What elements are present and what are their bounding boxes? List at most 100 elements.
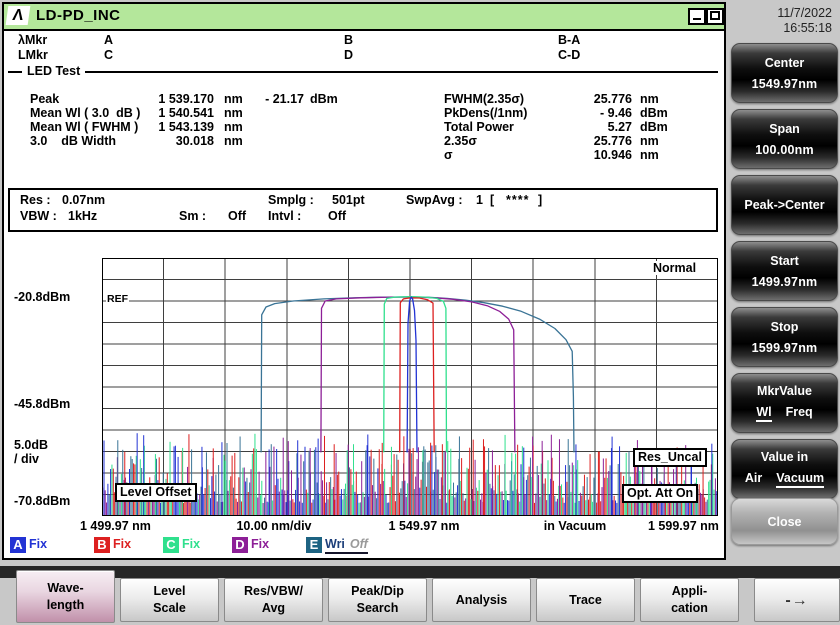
- section-divider: [8, 71, 718, 73]
- trace-a: [406, 296, 418, 453]
- softkey-value: 1499.97nm: [751, 274, 818, 289]
- softkey-peak-to-center[interactable]: Peak->Center: [731, 175, 838, 235]
- y-axis-label: -20.8dBm: [14, 290, 71, 304]
- measurement-value: 1 539.170: [158, 92, 214, 106]
- vbw-label: VBW :: [20, 209, 57, 223]
- measurement-unit: nm: [224, 92, 243, 106]
- trace-b-state: Fix: [113, 537, 132, 551]
- trace-e-off-label: Off: [349, 537, 368, 551]
- maximize-button[interactable]: [706, 8, 724, 25]
- menu-application[interactable]: Appli- cation: [640, 578, 739, 622]
- measurement-unit-2: dBm: [310, 92, 338, 106]
- measurement-row: Peak 1 539.170 nm - 21.17 dBm: [0, 92, 724, 106]
- trace-a-state: Fix: [29, 537, 48, 551]
- menu-analysis[interactable]: Analysis: [432, 578, 531, 622]
- trace-c: [383, 296, 448, 453]
- menu-more-arrow[interactable]: -→: [754, 578, 840, 622]
- softkey-span[interactable]: Span 100.00nm: [731, 109, 838, 169]
- menu-peak-dip-search[interactable]: Peak/Dip Search: [328, 578, 427, 622]
- menu-trace[interactable]: Trace: [536, 578, 635, 622]
- x-axis-div-label: 10.00 nm/div: [236, 519, 312, 533]
- value-in-vacuum-option: Vacuum: [776, 471, 825, 488]
- marker-d-label: D: [344, 48, 354, 62]
- res-label: Res :: [20, 193, 51, 207]
- window-title: LD-PD_INC: [36, 7, 121, 24]
- trace-e-swatch: E: [306, 537, 322, 553]
- trace-d-indicator: D Fix: [232, 537, 269, 554]
- intvl-value: Off: [328, 209, 347, 223]
- menu-label: Appli-: [671, 584, 708, 598]
- measurement-unit: nm: [224, 120, 243, 134]
- measurement-unit: nm: [224, 134, 243, 148]
- menu-label: Search: [356, 601, 399, 615]
- menu-wavelength[interactable]: Wave- length: [16, 570, 115, 623]
- y-axis-scale-label: 5.0dB: [14, 438, 49, 452]
- trace-d: [320, 296, 516, 453]
- title-bar: Λ LD-PD_INC: [4, 4, 724, 31]
- softkey-label: Stop: [770, 319, 799, 334]
- measurement-label: Peak: [30, 92, 60, 106]
- swpavg-bracket-close: ]: [538, 193, 543, 207]
- softkey-start[interactable]: Start 1499.97nm: [731, 241, 838, 301]
- softkey-value-in[interactable]: Value in Air Vacuum: [731, 439, 838, 499]
- sm-label: Sm :: [179, 209, 207, 223]
- softkey-label: Peak->Center: [744, 198, 825, 212]
- marker-ba-label: B-A: [558, 33, 581, 47]
- measurement-unit: nm: [640, 148, 659, 162]
- measurement-value: 30.018: [175, 134, 214, 148]
- measurement-label: Total Power: [444, 120, 514, 134]
- level-offset-badge: Level Offset: [115, 483, 197, 502]
- opt-att-badge: Opt. Att On: [622, 484, 699, 503]
- swpavg-bracket-open: [: [490, 193, 495, 207]
- marker-a-label: A: [104, 33, 114, 47]
- softkey-value: 1599.97nm: [751, 340, 818, 355]
- spectrum-plot: [102, 258, 718, 516]
- softkey-close[interactable]: Close: [731, 498, 838, 545]
- measurement-unit: dBm: [640, 106, 668, 120]
- softkey-stop[interactable]: Stop 1599.97nm: [731, 307, 838, 367]
- measurement-row: FWHM(2.35σ) 25.776 nm: [0, 92, 724, 106]
- softkey-value: 100.00nm: [755, 142, 814, 157]
- menu-label: Scale: [153, 601, 186, 615]
- measurement-value: 10.946: [593, 148, 632, 162]
- vbw-value: 1kHz: [68, 209, 98, 223]
- softkey-label: Center: [764, 55, 805, 70]
- l-marker-label: LMkr: [18, 48, 48, 62]
- intvl-label: Intvl :: [268, 209, 302, 223]
- trace-b: [399, 297, 435, 453]
- measurement-label: Mean Wl ( FWHM ): [30, 120, 139, 134]
- measurement-value-2: - 21.17: [265, 92, 304, 106]
- smplg-value: 501pt: [332, 193, 365, 207]
- swpavg-stars: ****: [506, 193, 530, 207]
- menu-res-vbw-avg[interactable]: Res/VBW/ Avg: [224, 578, 323, 622]
- x-axis-label-center: 1 549.97 nm: [388, 519, 460, 533]
- menu-level-scale[interactable]: Level Scale: [120, 578, 219, 622]
- measurement-unit: dBm: [640, 120, 668, 134]
- measurement-value: - 9.46: [600, 106, 632, 120]
- menu-label: cation: [671, 601, 708, 615]
- ref-level-label: REF: [106, 293, 129, 305]
- measurement-label: Mean Wl ( 3.0 dB ): [30, 106, 141, 120]
- softkey-mkr-value[interactable]: MkrValue Wl Freq: [731, 373, 838, 433]
- menu-bar-strip: [0, 566, 840, 578]
- measurement-row: σ 10.946 nm: [0, 148, 724, 162]
- measurement-value: 5.27: [607, 120, 632, 134]
- sweep-settings-box: Res : 0.07nm Smplg : 501pt SwpAvg : 1 [ …: [8, 188, 718, 232]
- measurement-value: 1 540.541: [158, 106, 214, 120]
- softkey-label: Span: [769, 121, 800, 136]
- softkey-label: Start: [770, 253, 799, 268]
- measurement-row: 2.35σ 25.776 nm: [0, 134, 724, 148]
- softkey-center[interactable]: Center 1549.97nm: [731, 43, 838, 103]
- trace-c-swatch: C: [163, 537, 179, 553]
- menu-label: Trace: [569, 592, 602, 607]
- measurement-value: 1 543.139: [158, 120, 214, 134]
- sm-value: Off: [228, 209, 247, 223]
- res-uncal-badge: Res_Uncal: [633, 448, 707, 467]
- measurement-label: 3.0 dB Width: [30, 134, 116, 148]
- date-label: 11/7/2022: [777, 6, 832, 20]
- measurement-value: 25.776: [593, 92, 632, 106]
- measurement-unit: nm: [224, 106, 243, 120]
- minimize-button[interactable]: [688, 8, 706, 25]
- value-in-air-option: Air: [744, 471, 763, 485]
- measurement-label: PkDens(/1nm): [444, 106, 528, 120]
